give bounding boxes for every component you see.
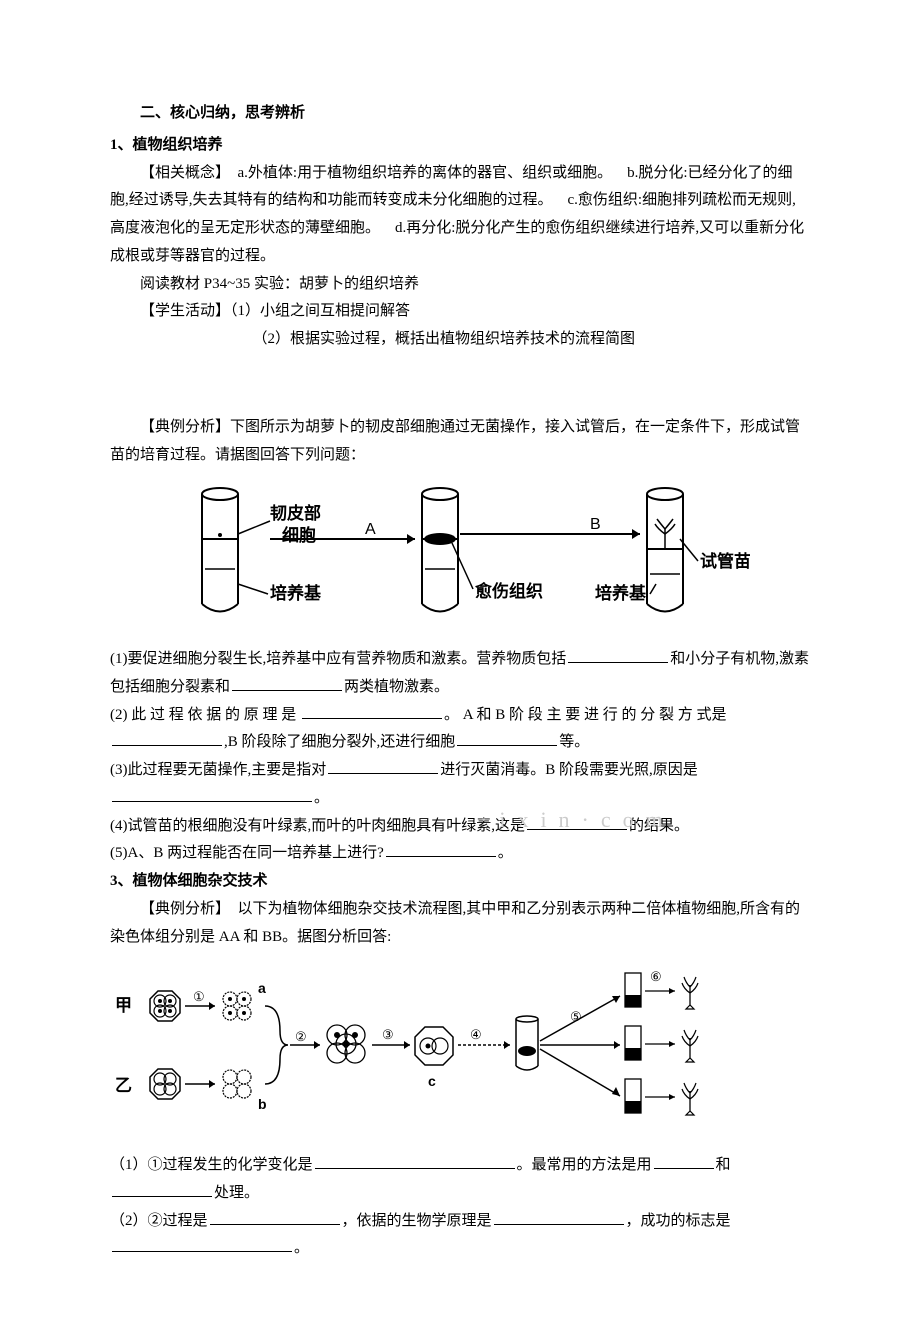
q1-3c: 。	[314, 790, 329, 806]
cell-jia-icon	[150, 991, 180, 1021]
q1-4a: (4)试管苗的根细胞没有叶绿素,而叶的叶肉细胞具有叶绿素,这是	[110, 818, 525, 834]
blank-fill[interactable]	[112, 1180, 212, 1197]
q2-2a: （2）②过程是	[110, 1213, 208, 1229]
q1-5b: 。	[498, 845, 513, 861]
blank-fill[interactable]	[457, 730, 557, 747]
concepts-label: 【相关概念】	[140, 165, 230, 181]
label-a: a	[258, 980, 266, 996]
blank-fill[interactable]	[112, 730, 222, 747]
label-medium2: 培养基	[595, 583, 647, 603]
blank-fill[interactable]	[210, 1208, 340, 1225]
tube-small-3-icon	[625, 1079, 641, 1113]
tube-3-icon	[647, 488, 683, 612]
label-seedling: 试管苗	[700, 551, 750, 571]
q2-2: （2）②过程是 ，依据的生物学原理是 ，成功的标志是。	[110, 1208, 810, 1264]
blank-fill[interactable]	[654, 1153, 714, 1170]
label-step3: ③	[382, 1027, 394, 1042]
fused-cluster-icon	[327, 1025, 365, 1063]
sub-heading-3: 3、植物体细胞杂交技术	[110, 868, 810, 896]
label-c: c	[428, 1073, 436, 1089]
plant-1-icon	[682, 977, 698, 1009]
label-jia: 甲	[115, 996, 132, 1015]
q1-4: (4)试管苗的根细胞没有叶绿素,而叶的叶肉细胞具有叶绿素,这是 的结果。	[110, 813, 810, 841]
plant-2-icon	[682, 1030, 698, 1062]
example1-para: 【典例分析】下图所示为胡萝卜的韧皮部细胞通过无菌操作，接入试管后，在一定条件下，…	[110, 414, 810, 470]
blank-fill[interactable]	[112, 1236, 292, 1253]
cell-yi-icon	[150, 1069, 180, 1099]
blank-fill[interactable]	[494, 1208, 624, 1225]
q1-2: (2) 此 过 程 依 据 的 原 理 是 。 A 和 B 阶 段 主 要 进 …	[110, 702, 810, 758]
activity-item1: （1）小组之间互相提问解答	[230, 303, 410, 319]
protoplast-a-icon	[223, 992, 251, 1020]
section-heading: 二、核心归纳，思考辨析	[110, 100, 810, 128]
q1-2b: 。 A 和 B 阶 段 主 要 进 行 的 分 裂 方 式是	[444, 707, 727, 723]
q2-1c: 和	[716, 1157, 731, 1173]
label-b: b	[258, 1096, 267, 1112]
blank-fill[interactable]	[568, 647, 668, 664]
q2-2c: ，成功的标志是	[626, 1213, 731, 1229]
label-medium1: 培养基	[270, 583, 322, 603]
label-step5: ⑤	[570, 1009, 582, 1024]
diagram-tissue-culture: 韧皮部 细胞 培养基 A 愈伤组织	[110, 479, 810, 640]
activity-line1: 【学生活动】（1）小组之间互相提问解答	[110, 298, 810, 326]
q1-2c: ,B 阶段除了细胞分裂外,还进行细胞	[224, 734, 455, 750]
label-callus: 愈伤组织	[475, 581, 543, 601]
label-cell: 细胞	[282, 525, 316, 545]
q1-1a: (1)要促进细胞分裂生长,培养基中应有营养物质和激素。营养物质包括	[110, 651, 566, 667]
q1-4b: 的结果。	[629, 818, 689, 834]
culture-tube-icon	[516, 1016, 538, 1070]
tube-1-icon	[202, 488, 238, 612]
q1-1: (1)要促进细胞分裂生长,培养基中应有营养物质和激素。营养物质包括和小分子有机物…	[110, 646, 810, 702]
label-step1: ①	[193, 989, 205, 1004]
q1-5: (5)A、B 两过程能否在同一培养基上进行? 。	[110, 840, 810, 868]
q1-1c: 两类植物激素。	[344, 679, 449, 695]
hybrid-cell-icon	[415, 1027, 453, 1065]
q2-2d: 。	[294, 1240, 309, 1256]
diagram-hybridization: 甲 ① a 乙	[110, 961, 810, 1142]
plant-3-icon	[682, 1083, 698, 1115]
label-step4: ④	[470, 1027, 482, 1042]
blank-fill[interactable]	[386, 841, 496, 858]
blank-space	[110, 354, 810, 414]
q2-2b: ，依据的生物学原理是	[342, 1213, 492, 1229]
activity-line2: （2）根据实验过程，概括出植物组织培养技术的流程简图	[110, 326, 810, 354]
q2-1d: 处理。	[214, 1185, 259, 1201]
label-yi: 乙	[115, 1076, 132, 1095]
label-arrow-b: B	[590, 516, 601, 533]
label-step2: ②	[295, 1029, 307, 1044]
q1-3: (3)此过程要无菌操作,主要是指对 进行灭菌消毒。B 阶段需要光照,原因是。	[110, 757, 810, 813]
concept-a: a.外植体:用于植物组织培养的离体的器官、组织或细胞。	[238, 165, 613, 181]
q2-1: （1）①过程发生的化学变化是 。最常用的方法是用 和处理。	[110, 1152, 810, 1208]
example2-label: 【典例分析】	[140, 901, 230, 917]
q1-3b: 进行灭菌消毒。B 阶段需要光照,原因是	[440, 762, 698, 778]
blank-fill[interactable]	[328, 758, 438, 775]
label-arrow-a: A	[365, 521, 376, 538]
q2-1a: （1）①过程发生的化学变化是	[110, 1157, 313, 1173]
example1-label: 【典例分析】	[140, 419, 230, 435]
blank-fill[interactable]	[302, 702, 442, 719]
q1-2d: 等。	[559, 734, 589, 750]
protoplast-b-icon	[223, 1070, 251, 1098]
example2-para: 【典例分析】 以下为植物体细胞杂交技术流程图,其中甲和乙分别表示两种二倍体植物细…	[110, 896, 810, 952]
tube-small-1-icon	[625, 973, 641, 1007]
blank-fill[interactable]	[315, 1153, 515, 1170]
q1-3a: (3)此过程要无菌操作,主要是指对	[110, 762, 326, 778]
q1-2a: (2) 此 过 程 依 据 的 原 理 是	[110, 707, 296, 723]
concepts-para: 【相关概念】 a.外植体:用于植物组织培养的离体的器官、组织或细胞。 b.脱分化…	[110, 160, 810, 271]
tube-small-2-icon	[625, 1026, 641, 1060]
q2-1b: 。最常用的方法是用	[517, 1157, 652, 1173]
label-phloem: 韧皮部	[270, 503, 321, 523]
blank-fill[interactable]	[232, 674, 342, 691]
q1-5a: (5)A、B 两过程能否在同一培养基上进行?	[110, 845, 384, 861]
sub-heading-1: 1、植物组织培养	[110, 132, 810, 160]
blank-fill[interactable]	[112, 785, 312, 802]
label-step6: ⑥	[650, 969, 662, 984]
activity-label: 【学生活动】	[140, 303, 230, 319]
tube-2-icon	[422, 488, 458, 612]
read-textbook: 阅读教材 P34~35 实验：胡萝卜的组织培养	[110, 271, 810, 299]
blank-fill[interactable]	[527, 813, 627, 830]
